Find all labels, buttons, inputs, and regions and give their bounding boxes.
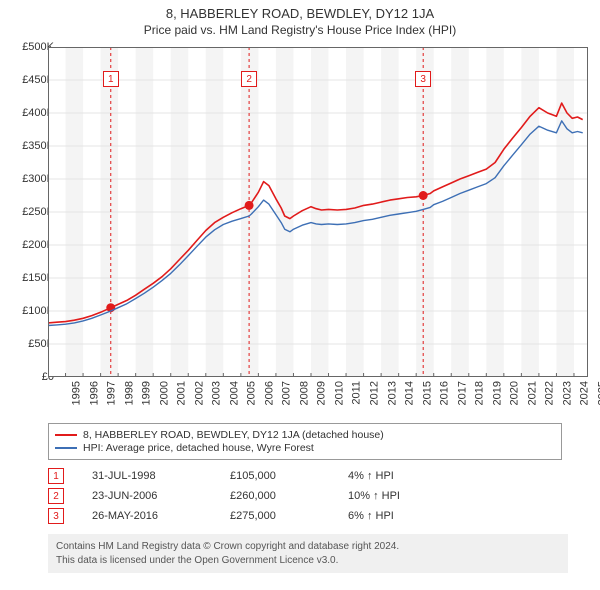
- x-tick-label: 2019: [491, 381, 503, 405]
- x-tick-label: 1996: [88, 381, 100, 405]
- marker-date: 31-JUL-1998: [92, 470, 202, 482]
- x-tick-label: 2022: [544, 381, 556, 405]
- marker-badge: 1: [48, 468, 64, 484]
- legend-item: 8, HABBERLEY ROAD, BEWDLEY, DY12 1JA (de…: [55, 429, 555, 441]
- marker-table-row: 1 31-JUL-1998 £105,000 4% ↑ HPI: [48, 468, 568, 484]
- x-tick-label: 2012: [369, 381, 381, 405]
- marker-price: £260,000: [230, 490, 320, 502]
- x-tick-label: 2006: [263, 381, 275, 405]
- marker-date: 26-MAY-2016: [92, 510, 202, 522]
- x-tick-label: 2005: [246, 381, 258, 405]
- event-marker-badge: 1: [103, 71, 119, 87]
- marker-pct: 4% ↑ HPI: [348, 470, 468, 482]
- x-tick-label: 2015: [421, 381, 433, 405]
- marker-table-row: 2 23-JUN-2006 £260,000 10% ↑ HPI: [48, 488, 568, 504]
- x-tick-label: 2002: [193, 381, 205, 405]
- legend-swatch: [55, 434, 77, 436]
- x-axis-labels: 1995 1996 1997 1998 1999 2000 2001 2002 2003 2004…: [48, 377, 588, 417]
- marker-badge: 2: [48, 488, 64, 504]
- x-tick-label: 2025: [596, 381, 600, 405]
- legend-item: HPI: Average price, detached house, Wyre…: [55, 442, 555, 454]
- marker-pct: 10% ↑ HPI: [348, 490, 468, 502]
- legend-swatch: [55, 447, 77, 449]
- legend: 8, HABBERLEY ROAD, BEWDLEY, DY12 1JA (de…: [48, 423, 562, 460]
- x-tick-label: 2021: [526, 381, 538, 405]
- x-tick-label: 2000: [158, 381, 170, 405]
- x-tick-label: 2011: [350, 381, 362, 405]
- legend-label: HPI: Average price, detached house, Wyre…: [83, 442, 314, 454]
- x-tick-label: 2023: [561, 381, 573, 405]
- x-tick-label: 2014: [404, 381, 416, 405]
- x-tick-label: 2008: [298, 381, 310, 405]
- x-tick-label: 2003: [211, 381, 223, 405]
- event-marker-badge: 2: [241, 71, 257, 87]
- plot-area: 1 2 3: [48, 47, 588, 377]
- x-tick-label: 2013: [386, 381, 398, 405]
- event-marker-badge: 3: [415, 71, 431, 87]
- x-tick-label: 1998: [123, 381, 135, 405]
- footnote: Contains HM Land Registry data © Crown c…: [48, 534, 568, 573]
- x-tick-label: 2020: [509, 381, 521, 405]
- x-tick-label: 2018: [474, 381, 486, 405]
- title-address: 8, HABBERLEY ROAD, BEWDLEY, DY12 1JA: [0, 6, 600, 21]
- x-tick-label: 2017: [456, 381, 468, 405]
- chart-titles: 8, HABBERLEY ROAD, BEWDLEY, DY12 1JA Pri…: [0, 0, 600, 37]
- plot-svg: [48, 47, 588, 377]
- legend-label: 8, HABBERLEY ROAD, BEWDLEY, DY12 1JA (de…: [83, 429, 384, 441]
- marker-table: 1 31-JUL-1998 £105,000 4% ↑ HPI 2 23-JUN-2006…: [48, 468, 568, 524]
- x-tick-label: 1997: [106, 381, 118, 405]
- title-subtitle: Price paid vs. HM Land Registry's House …: [0, 23, 600, 37]
- marker-date: 23-JUN-2006: [92, 490, 202, 502]
- footnote-line1: Contains HM Land Registry data © Crown c…: [56, 540, 560, 554]
- marker-pct: 6% ↑ HPI: [348, 510, 468, 522]
- x-tick-label: 2001: [176, 381, 188, 405]
- chart-container: 8, HABBERLEY ROAD, BEWDLEY, DY12 1JA Pri…: [0, 0, 600, 573]
- x-tick-label: 1995: [70, 381, 82, 405]
- footnote-line2: This data is licensed under the Open Gov…: [56, 554, 560, 568]
- marker-price: £105,000: [230, 470, 320, 482]
- x-tick-label: 2009: [316, 381, 328, 405]
- x-tick-label: 2004: [228, 381, 240, 405]
- marker-price: £275,000: [230, 510, 320, 522]
- x-tick-label: 2007: [281, 381, 293, 405]
- marker-table-row: 3 26-MAY-2016 £275,000 6% ↑ HPI: [48, 508, 568, 524]
- marker-badge: 3: [48, 508, 64, 524]
- x-tick-label: 2010: [333, 381, 345, 405]
- x-tick-label: 2016: [439, 381, 451, 405]
- x-tick-label: 2024: [579, 381, 591, 405]
- x-tick-label: 1999: [141, 381, 153, 405]
